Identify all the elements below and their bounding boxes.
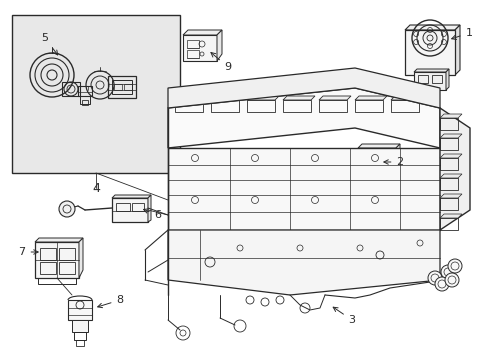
Bar (82, 100, 88, 105)
Bar (354, 100, 382, 112)
Polygon shape (439, 174, 461, 178)
Bar (439, 218, 457, 230)
Polygon shape (439, 108, 469, 230)
Polygon shape (79, 238, 83, 278)
Polygon shape (112, 195, 151, 198)
Bar (12, 15, 180, 173)
Polygon shape (148, 195, 151, 222)
Text: 9: 9 (210, 53, 231, 72)
Text: 8: 8 (98, 295, 123, 308)
Bar (439, 198, 457, 210)
Bar (390, 100, 418, 112)
Bar (116, 203, 130, 211)
Polygon shape (454, 25, 459, 75)
Text: 5: 5 (41, 33, 58, 55)
Polygon shape (283, 96, 314, 100)
Polygon shape (439, 194, 461, 198)
Text: 7: 7 (19, 247, 38, 257)
Polygon shape (168, 68, 439, 108)
Bar (246, 100, 274, 112)
Bar (132, 203, 143, 211)
Circle shape (444, 273, 458, 287)
Bar (68, 300, 92, 320)
Bar (357, 148, 395, 176)
Bar (439, 158, 457, 170)
Bar (78, 86, 92, 96)
Polygon shape (354, 96, 386, 100)
Circle shape (427, 271, 441, 285)
Circle shape (59, 201, 75, 217)
Bar (62, 82, 80, 96)
Bar (59, 248, 75, 260)
Polygon shape (168, 148, 439, 230)
Bar (404, 30, 454, 75)
Bar (439, 178, 457, 190)
Circle shape (447, 259, 461, 273)
Circle shape (440, 265, 454, 279)
Polygon shape (168, 88, 439, 148)
Bar (283, 100, 310, 112)
Bar (40, 248, 56, 260)
Bar (35, 242, 79, 278)
Bar (74, 332, 86, 340)
Polygon shape (439, 134, 461, 138)
Circle shape (434, 277, 448, 291)
Polygon shape (217, 30, 222, 61)
Bar (112, 198, 148, 222)
Polygon shape (210, 96, 243, 100)
Polygon shape (439, 214, 461, 218)
Polygon shape (246, 96, 279, 100)
Text: 4: 4 (92, 181, 100, 194)
Bar (439, 118, 457, 130)
Polygon shape (413, 69, 448, 72)
Polygon shape (439, 154, 461, 158)
Bar (76, 340, 84, 346)
Bar (431, 75, 441, 83)
Polygon shape (35, 238, 83, 242)
Text: 3: 3 (332, 307, 355, 325)
Polygon shape (175, 96, 206, 100)
Polygon shape (445, 69, 448, 90)
Bar (362, 152, 376, 162)
Bar (114, 84, 122, 90)
Bar (38, 278, 76, 284)
Bar (124, 84, 132, 90)
Bar (186, 50, 199, 58)
Bar (439, 138, 457, 150)
Polygon shape (318, 96, 350, 100)
Bar (417, 75, 427, 83)
Bar (380, 152, 392, 162)
Text: 1: 1 (451, 28, 471, 40)
Bar (380, 164, 392, 172)
Bar (112, 80, 132, 94)
Bar (108, 76, 136, 98)
Bar (413, 72, 445, 90)
Bar (175, 100, 203, 112)
Polygon shape (395, 144, 399, 178)
Polygon shape (390, 96, 422, 100)
Bar (318, 100, 346, 112)
Polygon shape (183, 30, 222, 35)
Bar (210, 100, 239, 112)
Text: 2: 2 (383, 157, 403, 167)
Text: 6: 6 (143, 209, 161, 220)
Bar (183, 35, 217, 61)
Polygon shape (168, 230, 439, 295)
Bar (59, 262, 75, 274)
Bar (80, 96, 90, 104)
Bar (362, 164, 376, 172)
Bar (72, 320, 88, 332)
Bar (40, 262, 56, 274)
Polygon shape (404, 25, 459, 30)
Bar (186, 40, 199, 48)
Polygon shape (439, 114, 461, 118)
Polygon shape (357, 144, 399, 148)
